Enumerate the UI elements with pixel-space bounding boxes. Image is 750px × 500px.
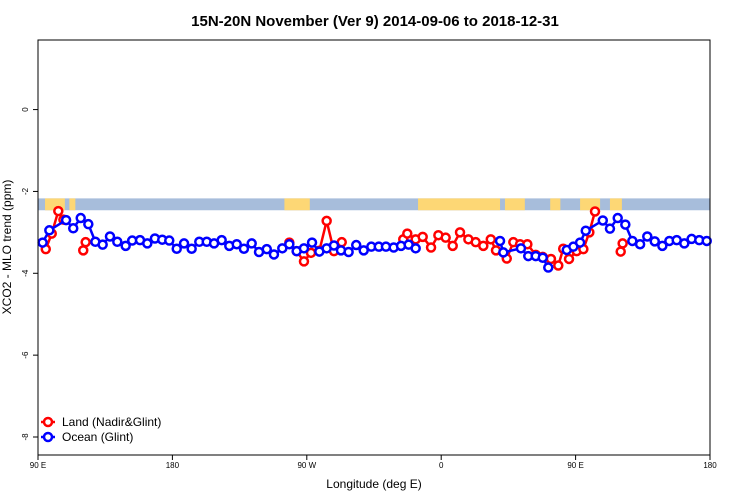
- land-patch: [580, 198, 601, 211]
- y-tick-label: -2: [21, 187, 30, 195]
- data-point: [589, 206, 601, 217]
- legend-ocean-label: Ocean (Glint): [62, 430, 133, 444]
- data-point: [306, 237, 318, 248]
- data-point: [543, 262, 554, 273]
- land-patch: [418, 198, 501, 211]
- y-tick-label: -8: [21, 433, 30, 441]
- data-point: [642, 231, 653, 242]
- data-point: [440, 232, 451, 243]
- land-mask-band: [38, 198, 710, 211]
- x-tick-label: 90 E: [567, 461, 583, 470]
- data-point: [620, 219, 631, 230]
- x-axis: 90 E 180 90 W 0 90 E 180: [30, 455, 717, 470]
- data-point: [321, 215, 332, 227]
- data-point: [178, 238, 190, 249]
- data-point: [77, 245, 89, 256]
- data-point: [164, 235, 175, 246]
- data-point: [268, 249, 280, 260]
- data-point: [171, 243, 182, 254]
- data-point: [186, 243, 197, 254]
- data-point: [537, 252, 548, 263]
- y-tick-label: -4: [21, 269, 30, 277]
- data-point: [67, 223, 79, 234]
- data-point: [37, 237, 48, 248]
- data-point: [454, 227, 466, 238]
- data-point: [298, 243, 310, 254]
- data-point: [494, 235, 506, 247]
- legend-land-label: Land (Nadir&Glint): [62, 415, 161, 429]
- data-point: [298, 256, 310, 267]
- data-point: [402, 228, 413, 239]
- data-point: [112, 236, 123, 248]
- data-point: [120, 240, 131, 252]
- data-point: [83, 218, 94, 230]
- y-axis: 0 -2 -4 -6 -8: [21, 107, 38, 441]
- plot-frame: [37, 39, 711, 456]
- y-axis-label: XCO2 - MLO trend (ppm): [0, 180, 14, 315]
- series-layer: [37, 205, 712, 273]
- data-point: [246, 238, 257, 249]
- data-point: [238, 243, 250, 254]
- land-patch: [69, 198, 76, 211]
- data-point: [580, 225, 592, 236]
- land-patch: [550, 198, 561, 211]
- data-point: [60, 214, 72, 226]
- data-point: [553, 260, 564, 271]
- data-point: [485, 234, 497, 245]
- series-ocean: [37, 212, 712, 273]
- data-point: [284, 238, 295, 250]
- data-point: [75, 212, 86, 224]
- data-point: [410, 243, 421, 254]
- data-point: [597, 215, 609, 226]
- data-point: [104, 231, 116, 242]
- data-point: [478, 240, 489, 252]
- data-point: [574, 237, 586, 248]
- legend: Land (Nadir&Glint) Ocean (Glint): [41, 415, 161, 444]
- legend-ocean-marker: [42, 431, 54, 443]
- data-point: [545, 253, 557, 265]
- data-point: [425, 242, 437, 253]
- chart-title: 15N-20N November (Ver 9) 2014-09-06 to 2…: [191, 13, 559, 30]
- data-point: [328, 240, 340, 251]
- data-point: [97, 239, 108, 250]
- data-point: [231, 238, 243, 250]
- data-point: [679, 238, 690, 249]
- land-patch: [609, 198, 622, 211]
- y-tick-label: 0: [21, 107, 30, 112]
- data-point: [649, 236, 660, 247]
- data-point: [615, 246, 626, 257]
- data-point: [216, 234, 227, 246]
- data-point: [350, 239, 362, 251]
- x-tick-label: 180: [166, 461, 180, 470]
- legend-land-marker: [42, 416, 54, 428]
- data-point: [343, 246, 354, 258]
- data-point: [498, 247, 509, 258]
- data-point: [53, 205, 64, 217]
- data-point: [417, 231, 428, 243]
- data-point: [44, 225, 55, 236]
- data-point: [261, 243, 273, 255]
- x-tick-label: 90 W: [297, 461, 316, 470]
- data-point: [634, 238, 646, 250]
- land-patch: [45, 198, 65, 211]
- x-tick-label: 180: [703, 461, 717, 470]
- data-point: [612, 212, 623, 224]
- data-point: [604, 223, 616, 234]
- data-point: [563, 253, 575, 265]
- data-point: [142, 238, 153, 249]
- data-point: [657, 240, 668, 252]
- data-point: [80, 236, 91, 248]
- ocean-band: [38, 198, 710, 211]
- data-point: [515, 243, 527, 254]
- x-tick-label: 90 E: [30, 461, 46, 470]
- y-tick-label: -6: [21, 351, 30, 359]
- x-tick-label: 0: [439, 461, 444, 470]
- land-patch: [284, 198, 310, 211]
- data-point: [701, 235, 712, 247]
- land-patch: [504, 198, 525, 211]
- x-axis-label: Longitude (deg E): [326, 477, 421, 491]
- data-point: [447, 240, 458, 252]
- data-point: [617, 238, 628, 249]
